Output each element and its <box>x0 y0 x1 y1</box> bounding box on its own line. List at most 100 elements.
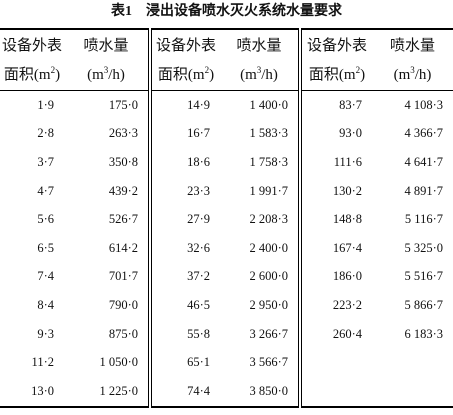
header-sup: 2 <box>204 64 210 75</box>
header-line1: 设备外表 <box>306 37 367 54</box>
table-cell: 6·5 <box>37 240 54 255</box>
table-cell: 526·7 <box>108 212 138 227</box>
table-cell: 32·6 <box>148 233 220 263</box>
table-cell: 790·0 <box>108 297 138 312</box>
header-line1: 喷水量 <box>236 37 282 54</box>
table-cell: 1·9 <box>37 97 54 112</box>
header-sup: 3 <box>410 64 415 75</box>
table-cell: 3·7 <box>37 154 54 169</box>
header-line2: 面积(m <box>308 66 356 83</box>
table-cell: 11·2 <box>31 355 54 370</box>
table-cell: 3 566·7 <box>249 355 288 370</box>
table-cell: 148·8 <box>298 205 372 234</box>
header-cell: 设备外表面积(m2) <box>148 29 220 91</box>
table-cell: 1 991·7 <box>249 183 288 198</box>
header-tail: ) <box>360 66 366 83</box>
header-line2: (m <box>393 66 411 83</box>
table-cell: 18·6 <box>148 148 220 177</box>
header-tail: ) <box>209 66 215 83</box>
table-row: 11·2 1 050·0 65·1 3 566·7 <box>0 348 453 377</box>
header-line1: 喷水量 <box>83 37 129 54</box>
header-cell: 喷水量 (m3/h) <box>220 29 300 91</box>
table-cell: 7·4 <box>37 269 54 284</box>
table-cell: 65·1 <box>148 348 220 377</box>
table-cell: 2 400·0 <box>249 240 288 255</box>
empty-cell <box>372 377 453 407</box>
table-cell: 1 400·0 <box>249 97 288 112</box>
table-cell: 1 583·3 <box>249 126 288 141</box>
table-row: 7·4 701·7 37·2 2 600·0 186·0 5 516·7 <box>0 262 453 292</box>
table-title: 表1 浸出设备喷水灭火系统水量要求 <box>111 4 342 19</box>
header-cell: 喷水量 (m3/h) <box>372 29 453 91</box>
table-cell: 5 325·0 <box>404 240 443 255</box>
table-row: 1·9 175·0 14·9 1 400·0 83·7 4 108·3 <box>0 90 453 120</box>
table-cell: 5 866·7 <box>404 297 443 312</box>
table-cell: 1 050·0 <box>99 355 138 370</box>
header-cell: 设备外表面积(m2) <box>0 29 64 91</box>
table-cell: 3 266·7 <box>249 326 288 341</box>
header-sup: 3 <box>103 64 109 75</box>
table-row: 9·3 875·0 55·8 3 266·7 260·4 6 183·3 <box>0 319 453 349</box>
table-cell: 4·7 <box>37 183 54 198</box>
table-cell: 4 366·7 <box>404 126 443 141</box>
table-cell: 1 758·3 <box>249 154 288 169</box>
table-cell: 23·3 <box>148 176 220 206</box>
header-sup: 2 <box>50 64 56 75</box>
header-sup: 3 <box>256 64 262 75</box>
header-tail: /h) <box>261 66 278 83</box>
table-cell: 46·5 <box>148 291 220 320</box>
table-cell: 27·9 <box>148 205 220 234</box>
table-row: 4·7 439·2 23·3 1 991·7 130·2 4 891·7 <box>0 176 453 206</box>
table-cell: 4 641·7 <box>404 154 443 169</box>
table-cell: 16·7 <box>148 119 220 149</box>
table-cell: 8·4 <box>37 297 54 312</box>
header-sup: 2 <box>355 64 361 75</box>
table-cell: 2·8 <box>37 126 54 141</box>
table-body: 1·9 175·0 14·9 1 400·0 83·7 4 108·3 2·8 263·3 16… <box>0 90 453 407</box>
header-cell: 设备外表面积(m2) <box>298 29 372 91</box>
table-cell: 4 891·7 <box>404 183 443 198</box>
table-cell: 701·7 <box>108 269 138 284</box>
table-cell: 2 208·3 <box>249 212 288 227</box>
header-line2: 面积(m <box>157 66 205 83</box>
table-row: 2·8 263·3 16·7 1 583·3 93·0 4 366·7 <box>0 119 453 149</box>
header-line2: (m <box>87 66 104 83</box>
table-cell: 37·2 <box>148 262 220 292</box>
header-tail: /h) <box>108 66 125 83</box>
table-cell: 3 850·0 <box>249 383 288 398</box>
header-tail: ) <box>55 66 61 83</box>
table-cell: 74·4 <box>148 376 220 407</box>
table-cell: 2 950·0 <box>249 297 288 312</box>
table-cell: 55·8 <box>148 319 220 349</box>
empty-cell <box>298 348 372 377</box>
header-line2: (m <box>240 66 257 83</box>
header-line2: 面积(m <box>3 66 51 83</box>
table-cell: 14·9 <box>148 90 220 120</box>
header-line1: 设备外表 <box>155 37 216 54</box>
table-row: 8·4 790·0 46·5 2 950·0 223·2 5 866·7 <box>0 291 453 320</box>
header-row: 设备外表 面积(m2) 喷水量 (m3/h) 设备外表 面积(m2) 喷水量 (m3/h) 设备… <box>0 29 453 91</box>
table-cell: 13·0 <box>31 383 54 398</box>
table-row: 3·7 350·8 18·6 1 758·3 111·6 4 641·7 <box>0 148 453 177</box>
water-table: 设备外表 面积(m2) 喷水量 (m3/h) 设备外表 面积(m2) 喷水量 (m3/h) 设备… <box>0 28 453 408</box>
table-cell: 5·6 <box>37 212 54 227</box>
table-cell: 2 600·0 <box>249 269 288 284</box>
table-cell: 439·2 <box>108 183 138 198</box>
table-cell: 5 116·7 <box>404 212 443 227</box>
table-cell: 111·6 <box>298 148 372 177</box>
table-cell: 875·0 <box>108 326 138 341</box>
header-line1: 设备外表 <box>1 37 62 54</box>
table-row: 13·0 1 225·0 74·4 3 850·0 <box>0 376 453 407</box>
header-tail: /h) <box>414 66 432 83</box>
table-cell: 5 516·7 <box>404 269 443 284</box>
table-cell: 4 108·3 <box>404 97 443 112</box>
table-cell: 167·4 <box>298 233 372 263</box>
header-line1: 喷水量 <box>389 37 435 54</box>
empty-cell <box>298 376 372 407</box>
table-row: 6·5 614·2 32·6 2 400·0 167·4 5 325·0 <box>0 233 453 263</box>
table-cell: 260·4 <box>298 319 372 349</box>
table-row: 5·6 526·7 27·9 2 208·3 148·8 5 116·7 <box>0 205 453 234</box>
empty-cell <box>372 348 453 377</box>
table-cell: 93·0 <box>298 119 372 149</box>
table-cell: 6 183·3 <box>404 326 443 341</box>
